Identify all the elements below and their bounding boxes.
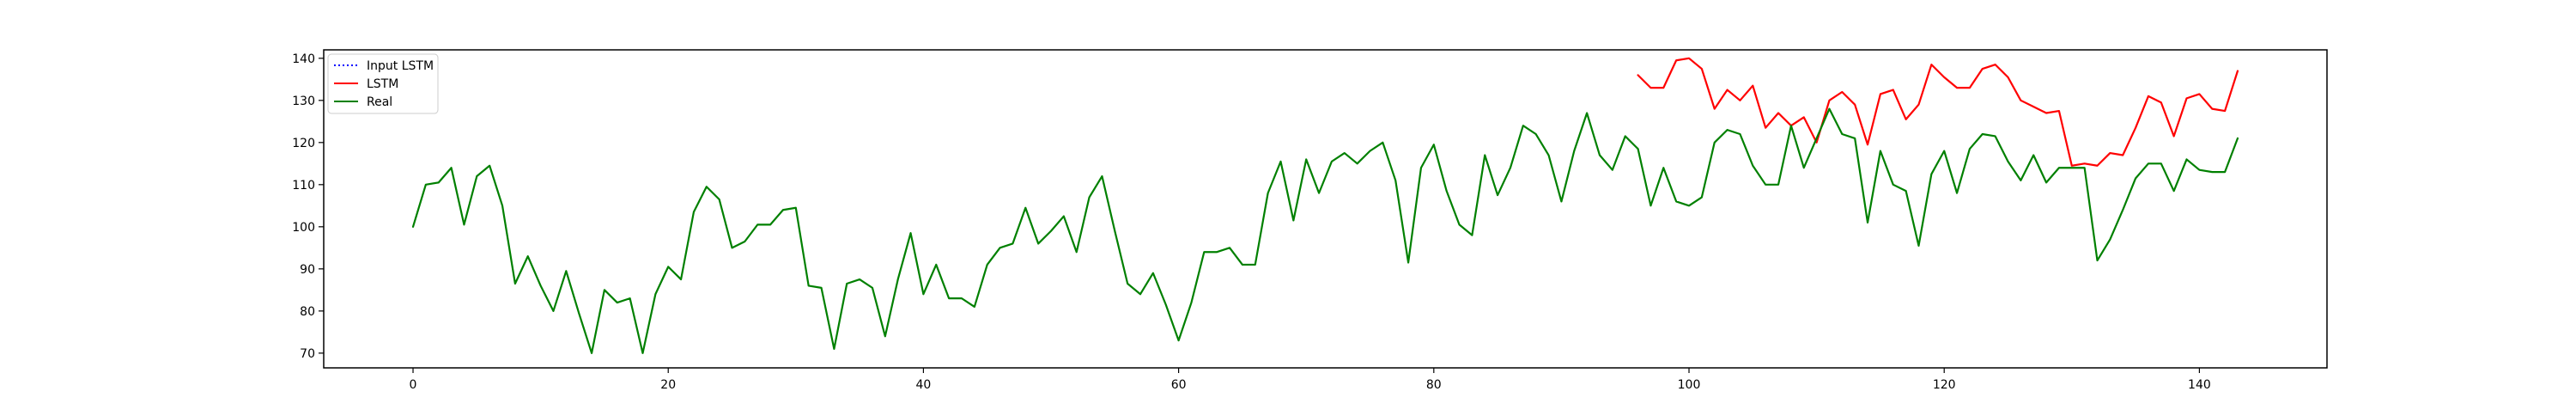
y-tick-label: 80 [300,305,315,319]
y-axis-ticks: 70 80 90 100 110 120 130 140 [292,52,324,361]
legend-label-lstm: LSTM [367,77,398,91]
legend-label-real: Real [367,95,392,109]
y-tick-label: 110 [292,179,315,193]
x-tick-label: 20 [660,378,676,392]
x-tick-label: 80 [1426,378,1442,392]
series-line-lstm [1637,57,2239,167]
y-tick-label: 70 [300,347,315,361]
x-tick-label: 140 [2188,378,2211,392]
x-tick-label: 40 [916,378,932,392]
y-tick-label: 140 [292,52,315,66]
legend-label-input-lstm: Input LSTM [367,59,434,73]
series-line-real [411,107,2239,354]
legend-box [327,53,439,114]
x-tick-label: 0 [410,378,417,392]
x-axis-ticks: 0 20 40 60 80 100 120 140 [410,368,2211,392]
x-tick-label: 120 [1933,378,1956,392]
plot-lines [411,57,2239,354]
x-tick-label: 60 [1171,378,1187,392]
x-tick-label: 100 [1678,378,1701,392]
y-tick-label: 100 [292,221,315,235]
plot-area-frame [323,49,2328,369]
y-tick-label: 90 [300,263,315,277]
y-tick-label: 130 [292,95,315,108]
legend: Input LSTM LSTM Real [327,53,439,114]
y-tick-label: 120 [292,137,315,150]
